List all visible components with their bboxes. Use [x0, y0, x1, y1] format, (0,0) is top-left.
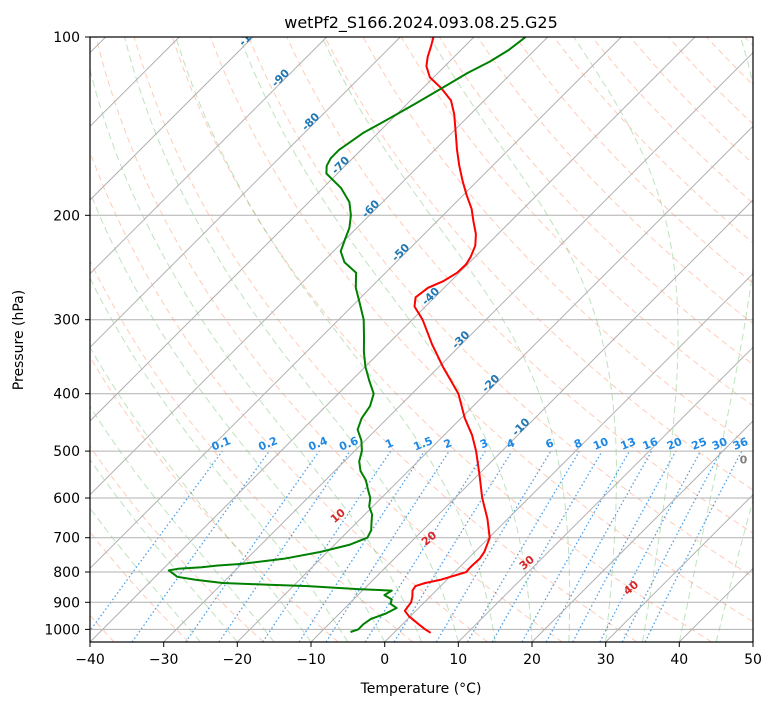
- moist-adiabat: [429, 37, 617, 642]
- isotherm-line: [90, 37, 401, 349]
- y-axis-label: Pressure (hPa): [11, 290, 27, 390]
- x-tick-label: 30: [597, 652, 615, 668]
- y-tick-label: 100: [53, 30, 80, 46]
- mixing-ratio-line: [521, 450, 631, 642]
- dry-adiabats: [90, 37, 753, 642]
- mixing-ratio-label: 2: [442, 436, 454, 451]
- x-tick-label: −10: [296, 652, 326, 668]
- dry-adiabat: [210, 37, 753, 623]
- isotherm-line: [90, 37, 622, 570]
- isotherm-line: [531, 420, 753, 642]
- dry-adiabat: [95, 37, 563, 642]
- mixing-ratio-line: [90, 450, 223, 632]
- x-tick-label: 10: [449, 652, 467, 668]
- mixing-ratio-line: [364, 450, 486, 642]
- mixing-ratio-label: 10: [591, 435, 610, 453]
- isotherm-line: [605, 493, 753, 642]
- moist-adiabat: [573, 37, 679, 642]
- x-axis-label: Temperature (°C): [360, 681, 482, 697]
- isotherm-line: [236, 125, 753, 642]
- moist-adiabat: [124, 37, 459, 642]
- mixing-ratio-line: [185, 450, 320, 642]
- moist-adiabat: [90, 458, 238, 642]
- mixing-ratio-label: 30: [710, 435, 729, 453]
- dry-adiabat: [629, 37, 753, 165]
- isotherm-line: [90, 37, 696, 642]
- mixing-ratio-label: 20: [665, 435, 684, 453]
- x-tick-label: 20: [523, 652, 541, 668]
- mixing-ratio-line: [325, 450, 450, 642]
- y-tick-label: 200: [53, 208, 80, 224]
- mixing-ratio-line: [131, 450, 270, 642]
- y-tick-label: 800: [53, 565, 80, 581]
- dry-adiabat: [477, 37, 753, 325]
- isotherm-line: [457, 346, 753, 642]
- mixing-ratio-line: [393, 450, 513, 642]
- y-tick-label: 1000: [44, 622, 80, 638]
- dewpoint-line: [167, 37, 527, 633]
- plot-frame: [89, 36, 754, 643]
- moist-adiabat: [321, 37, 571, 642]
- y-tick-label: 900: [53, 595, 80, 611]
- mixing-ratio-label: 16: [641, 435, 660, 453]
- isotherm-label: -100: [236, 20, 265, 49]
- dry-adiabat: [90, 445, 264, 642]
- x-tick-label: 0: [380, 652, 389, 668]
- mixing-ratio-label: 3: [478, 436, 490, 451]
- dry-adiabat: [591, 37, 753, 204]
- dry-adiabat: [171, 37, 712, 642]
- chart-title: wetPf2_S166.2024.093.08.25.G25: [284, 13, 558, 33]
- mixing-ratio-label: 1: [383, 436, 395, 451]
- isotherm-line: [90, 37, 328, 275]
- moist-adiabat: [90, 346, 312, 642]
- moist-adiabats: [90, 37, 753, 642]
- x-axis-ticks: −40 −30 −20 −10 0 10 20 30 40 50: [75, 642, 762, 668]
- mixing-ratio-line: [218, 450, 351, 642]
- y-axis-ticks: 100 200 300 400 500 600 700 800 900 1000: [44, 30, 90, 638]
- mixing-ratio-label: 25: [690, 435, 709, 453]
- dry-adiabat: [515, 37, 753, 284]
- moist-adiabat: [90, 67, 422, 642]
- moist-adiabat: [90, 190, 386, 642]
- x-tick-label: −30: [149, 652, 179, 668]
- dry-adiabat: [133, 37, 638, 642]
- x-tick-label: 40: [670, 652, 688, 668]
- y-tick-label: 700: [53, 531, 80, 547]
- mixing-ratio-label: 13: [619, 435, 638, 453]
- y-tick-label: 400: [53, 387, 80, 403]
- x-tick-label: −20: [223, 652, 253, 668]
- dry-adiabat: [90, 259, 414, 642]
- x-tick-label: 50: [744, 652, 762, 668]
- isotherm-line: [90, 37, 549, 496]
- mixing-ratio-line: [435, 450, 552, 642]
- moist-adiabat: [678, 37, 753, 642]
- mixing-ratio-label: 8: [572, 436, 584, 451]
- zero-label: 0: [740, 454, 748, 467]
- mixing-ratio-line: [466, 450, 580, 642]
- dry-adiabat: [324, 37, 753, 491]
- y-tick-label: 300: [53, 313, 80, 329]
- x-tick-label: −40: [75, 652, 105, 668]
- y-tick-label: 600: [53, 491, 80, 507]
- y-tick-label: 500: [53, 444, 80, 460]
- isotherm-line: [163, 51, 753, 642]
- mixing-ratio-line: [572, 450, 677, 642]
- profile-series: [167, 37, 527, 634]
- moist-adiabat: [90, 405, 275, 642]
- moist-adiabat: [239, 37, 533, 642]
- mixing-ratio-label: 36: [731, 435, 750, 453]
- dry-adiabat: [400, 37, 753, 407]
- temperature-line: [403, 37, 491, 634]
- isotherm-line: [384, 272, 753, 642]
- moist-adiabat: [90, 277, 349, 642]
- isotherm-line: [310, 199, 753, 642]
- moist-adiabat: [90, 507, 201, 642]
- isotherm-line: [90, 37, 254, 201]
- isotherm-line: [90, 37, 475, 422]
- mixing-ratio-line: [491, 450, 603, 642]
- dry-adiabat: [248, 37, 753, 578]
- isotherm-lines: [90, 37, 753, 642]
